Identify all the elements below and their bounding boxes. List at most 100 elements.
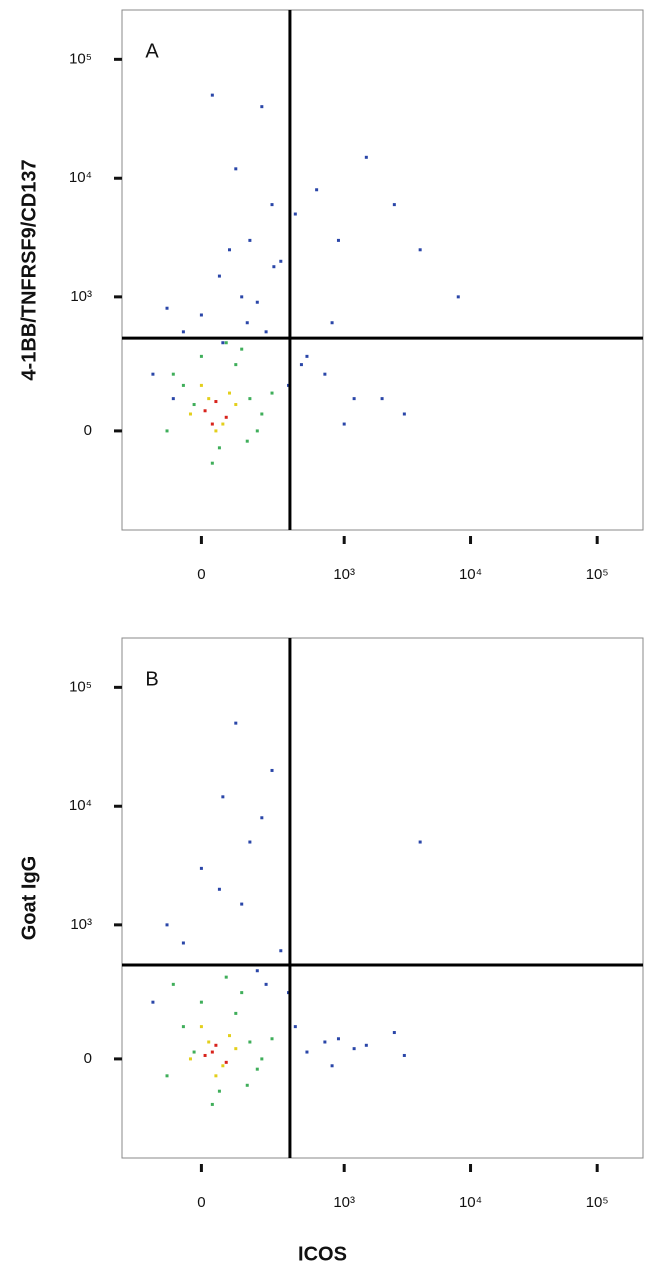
y-tick-label: 10³ (70, 288, 92, 305)
point (214, 400, 218, 404)
point (255, 300, 259, 304)
point (224, 415, 228, 419)
point (203, 1053, 207, 1057)
y-axis-title: Goat IgG (18, 856, 40, 940)
x-axis-title: ICOS (298, 1243, 347, 1265)
point (210, 422, 214, 426)
point (245, 1083, 249, 1087)
point (199, 354, 203, 358)
point (217, 1089, 221, 1093)
point (270, 203, 274, 207)
point (188, 412, 192, 416)
y-tick-label: 10⁴ (69, 169, 92, 186)
point (255, 1067, 259, 1071)
point (352, 397, 356, 401)
y-tick-label: 10⁵ (69, 50, 92, 67)
x-tick-label: 10³ (333, 566, 355, 583)
panel-label: B (145, 668, 158, 690)
point (181, 330, 185, 334)
point (221, 422, 225, 426)
point (171, 372, 175, 376)
point (217, 274, 221, 278)
point (210, 93, 214, 97)
x-tick-label: 0 (197, 566, 205, 583)
point (248, 397, 252, 401)
point (364, 155, 368, 159)
point (224, 1060, 228, 1064)
point (270, 391, 274, 395)
point (248, 238, 252, 242)
point (214, 1074, 218, 1078)
x-tick-label: 10³ (333, 1194, 355, 1211)
point (352, 1047, 356, 1051)
point (279, 949, 283, 953)
point (279, 259, 283, 263)
point (315, 188, 319, 192)
point (217, 887, 221, 891)
point (456, 295, 460, 299)
point (199, 383, 203, 387)
point (392, 1031, 396, 1035)
point (260, 816, 264, 820)
point (336, 1037, 340, 1041)
plot-frame (121, 637, 644, 1159)
point (224, 975, 228, 979)
point (207, 397, 211, 401)
point (336, 238, 340, 242)
point (240, 295, 244, 299)
point (402, 1053, 406, 1057)
x-tick-label: 10⁵ (586, 566, 609, 583)
point (171, 397, 175, 401)
point (151, 1000, 155, 1004)
point (240, 347, 244, 351)
point (181, 383, 185, 387)
point (210, 1102, 214, 1106)
point (181, 1025, 185, 1029)
y-tick-label: 0 (84, 422, 92, 439)
point (203, 409, 207, 413)
y-tick-label: 10⁵ (69, 678, 92, 695)
point (228, 391, 232, 395)
point (221, 1064, 225, 1068)
point (217, 446, 221, 450)
y-tick-label: 10³ (70, 916, 92, 933)
point (392, 203, 396, 207)
point (245, 321, 249, 325)
point (210, 1050, 214, 1054)
point (248, 840, 252, 844)
point (234, 167, 238, 171)
point (199, 313, 203, 317)
point (181, 941, 185, 945)
y-tick-label: 10⁴ (69, 797, 92, 814)
panel-label: A (145, 40, 159, 62)
point (305, 1050, 309, 1054)
point (342, 422, 346, 426)
point (165, 429, 169, 433)
point (402, 412, 406, 416)
point (380, 397, 384, 401)
point (260, 412, 264, 416)
point (192, 1050, 196, 1054)
point (270, 768, 274, 772)
point (264, 330, 268, 334)
plot-frame (121, 9, 644, 531)
point (192, 403, 196, 407)
x-tick-label: 10⁵ (586, 1194, 609, 1211)
point (199, 1025, 203, 1029)
x-tick-label: 10⁴ (459, 1194, 482, 1211)
point (165, 1074, 169, 1078)
point (270, 1037, 274, 1041)
point (293, 1025, 297, 1029)
point (199, 866, 203, 870)
point (260, 1057, 264, 1061)
point (234, 403, 238, 407)
point (210, 461, 214, 465)
point (214, 429, 218, 433)
point (188, 1057, 192, 1061)
point (234, 1047, 238, 1051)
point (264, 982, 268, 986)
point (228, 1034, 232, 1038)
x-tick-label: 10⁴ (459, 566, 482, 583)
point (255, 429, 259, 433)
